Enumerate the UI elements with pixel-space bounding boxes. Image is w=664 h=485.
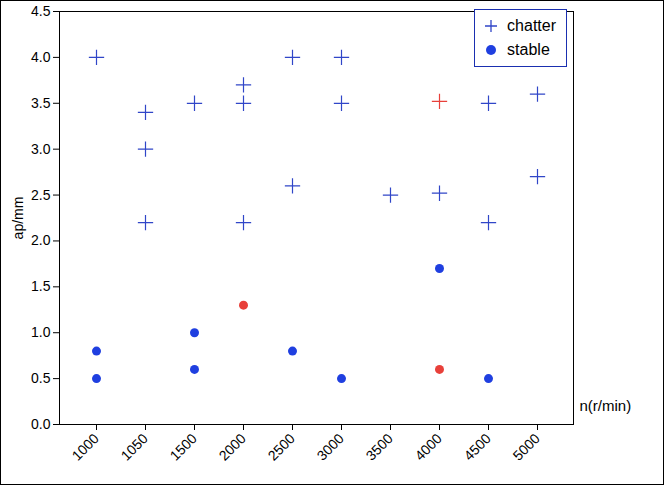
- svg-text:2500: 2500: [264, 430, 297, 463]
- svg-text:0.5: 0.5: [31, 370, 51, 386]
- svg-text:1500: 1500: [166, 430, 199, 463]
- html-text:stable: stable: [507, 41, 550, 58]
- svg-text:2.5: 2.5: [31, 187, 51, 203]
- svg-text:1050: 1050: [117, 430, 150, 463]
- svg-text:2.0: 2.0: [31, 232, 51, 248]
- svg-text:0.0: 0.0: [31, 416, 51, 432]
- svg-text:4000: 4000: [411, 430, 444, 463]
- svg-text:3.0: 3.0: [31, 141, 51, 157]
- svg-text:4500: 4500: [460, 430, 493, 463]
- svg-text:1.0: 1.0: [31, 324, 51, 340]
- svg-text:1000: 1000: [68, 430, 101, 463]
- svg-text:ap/mm: ap/mm: [10, 197, 26, 240]
- svg-text:1.5: 1.5: [31, 278, 51, 294]
- html-text:chatter: chatter: [507, 17, 556, 34]
- svg-text:3.5: 3.5: [31, 95, 51, 111]
- svg-text:4.0: 4.0: [31, 49, 51, 65]
- svg-text:2000: 2000: [215, 430, 248, 463]
- svg-text:5000: 5000: [509, 430, 542, 463]
- svg-text:4.5: 4.5: [31, 3, 51, 19]
- svg-text:3000: 3000: [313, 430, 346, 463]
- svg-text:n(r/min): n(r/min): [580, 397, 632, 414]
- svg-text:3500: 3500: [362, 430, 395, 463]
